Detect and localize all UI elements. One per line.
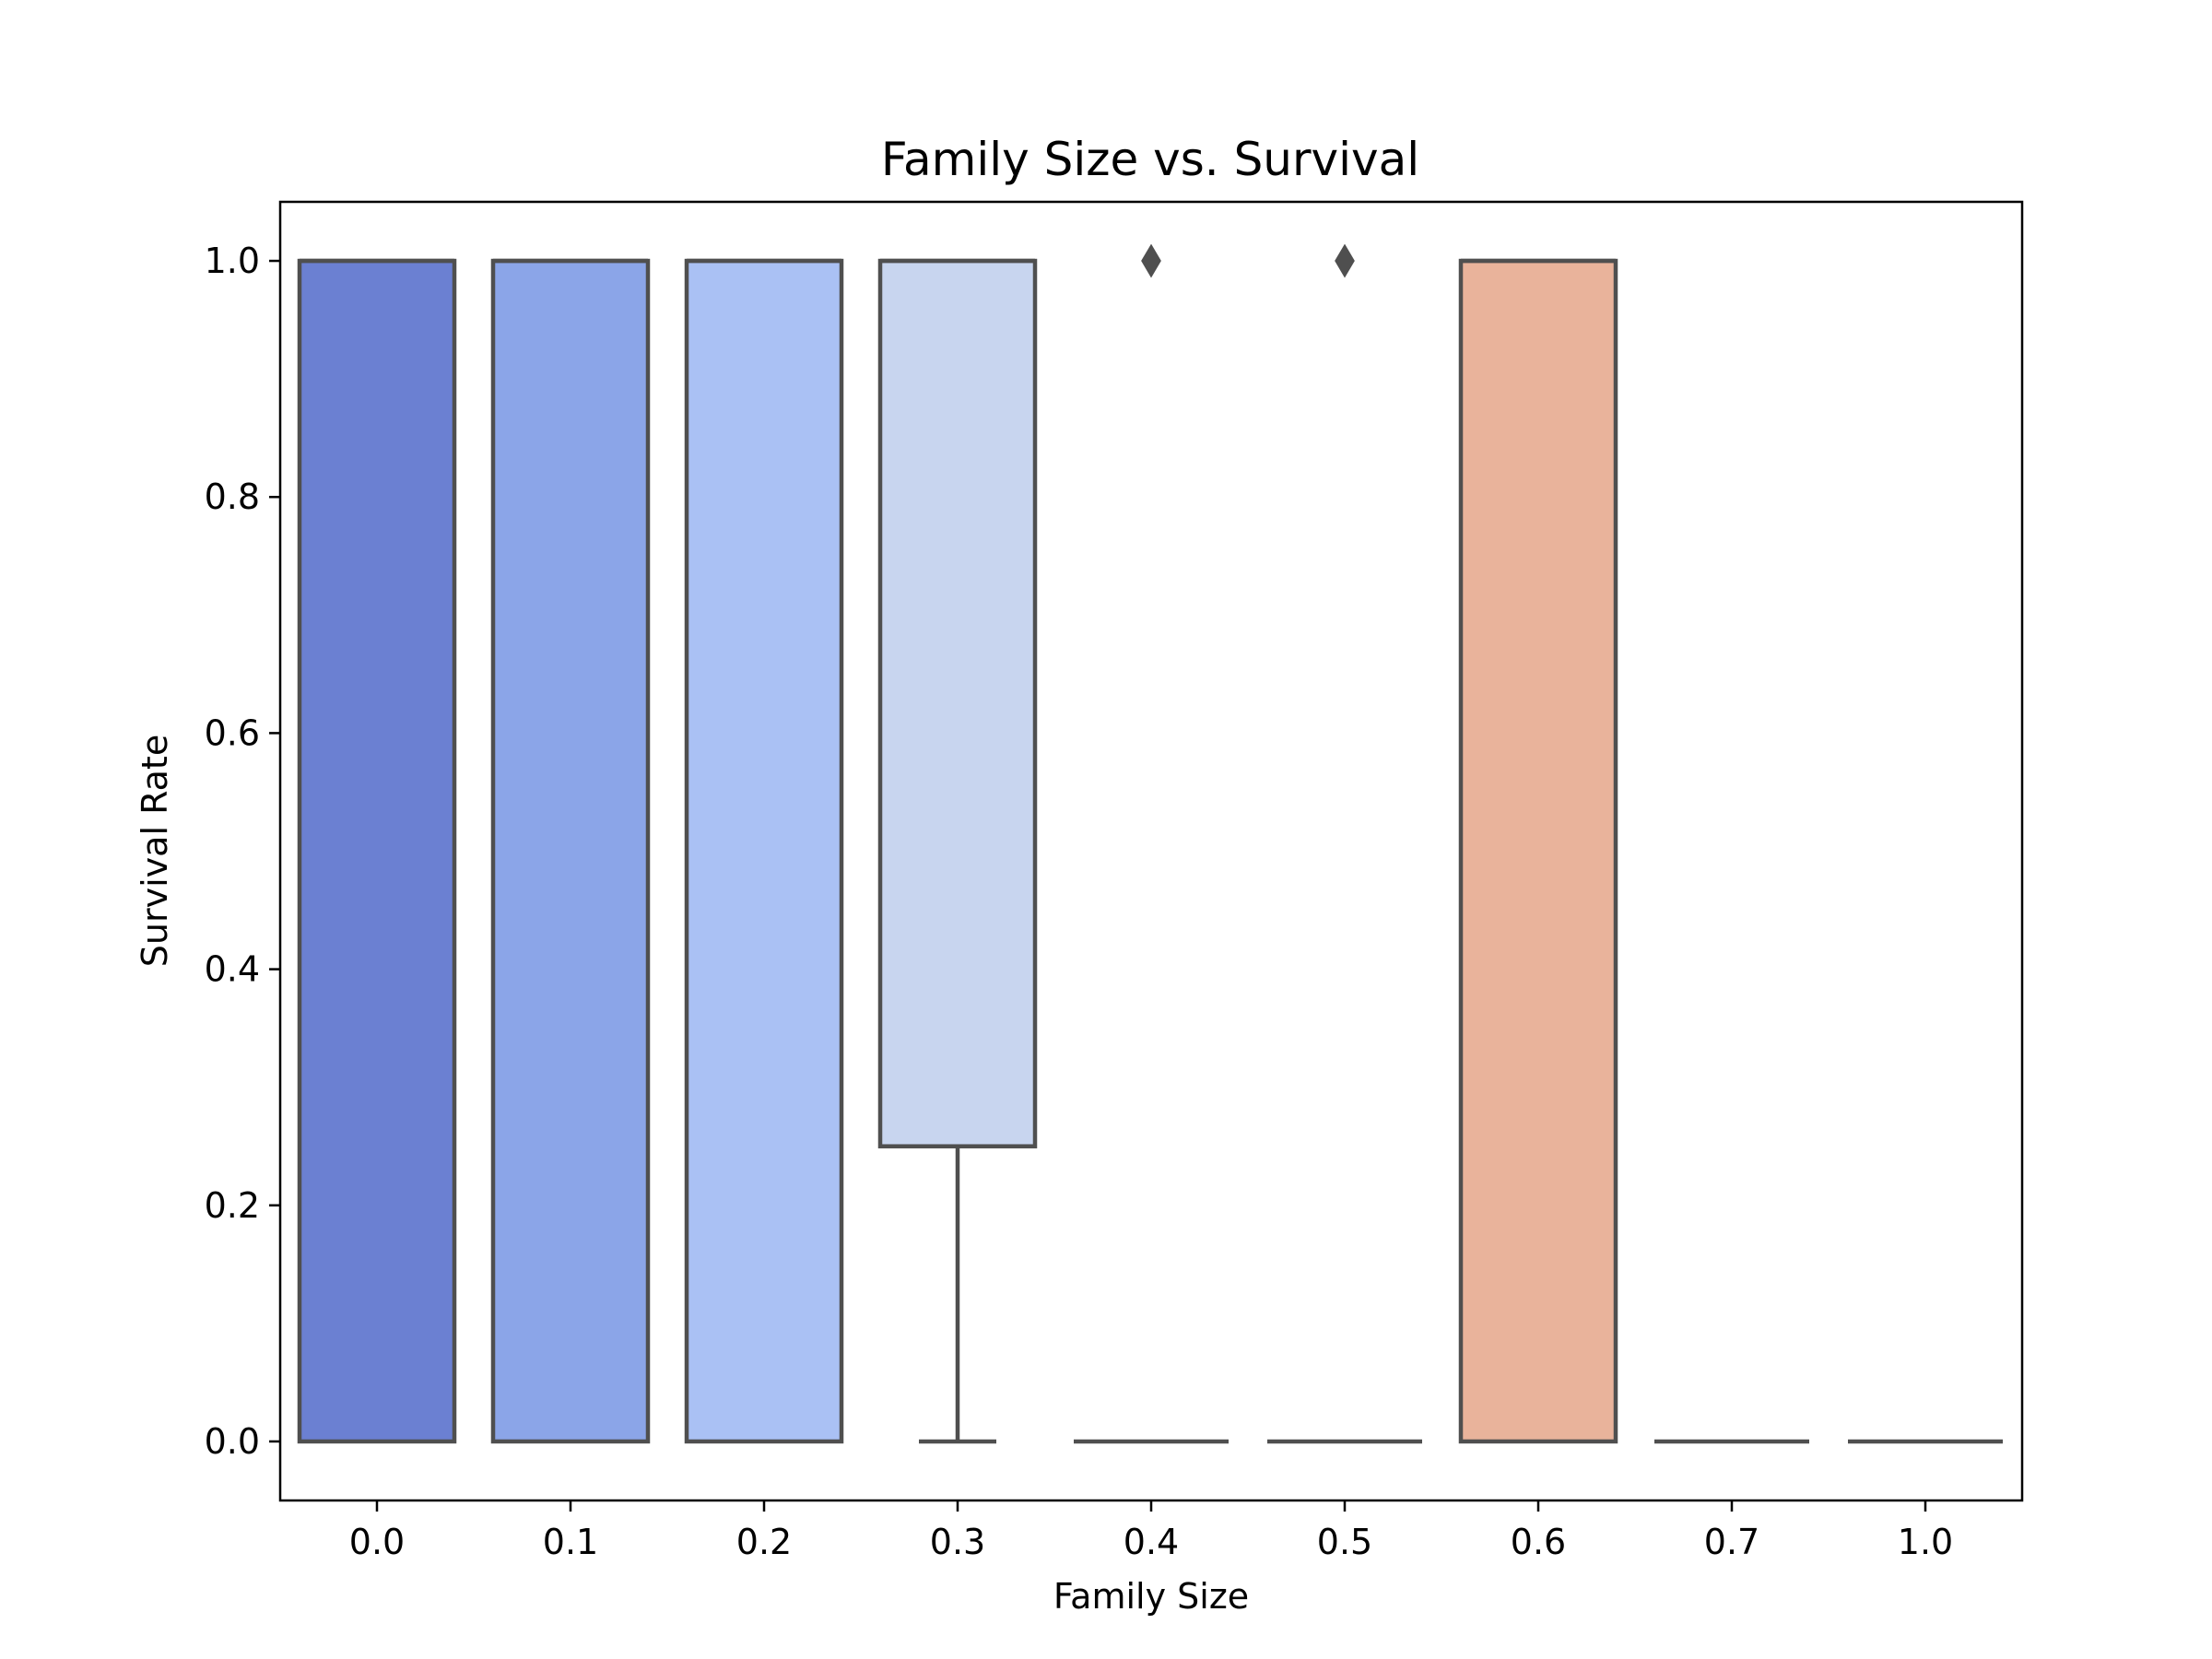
y-axis-label: Survival Rate: [135, 735, 175, 967]
x-axis-label: Family Size: [1053, 1576, 1249, 1617]
box-group-0.0: [297, 258, 457, 1444]
box: [877, 258, 1038, 1148]
outlier-point: [1141, 243, 1161, 278]
outlier-point: [1335, 243, 1355, 278]
x-tick-label: 0.0: [349, 1522, 405, 1562]
x-tick-label: 0.6: [1511, 1522, 1566, 1562]
y-tick-label: 0.2: [205, 1185, 260, 1226]
x-tick-label: 0.5: [1317, 1522, 1372, 1562]
box-group-0.4: [1074, 243, 1229, 1444]
box-group-0.1: [490, 258, 651, 1444]
box: [490, 258, 651, 1444]
y-tick-label: 0.6: [205, 712, 260, 753]
y-axis: 0.0 0.2 0.4 0.6 0.8 1.0: [205, 241, 280, 1462]
y-tick-label: 0.0: [205, 1421, 260, 1462]
x-tick-label: 0.2: [736, 1522, 792, 1562]
x-tick-label: 0.7: [1704, 1522, 1759, 1562]
box-group-0.2: [684, 258, 844, 1444]
y-tick-label: 1.0: [205, 241, 260, 281]
x-axis: 0.0 0.1 0.2 0.3 0.4 0.5 0.6 0.7 1.0: [349, 1500, 1953, 1562]
box: [1458, 258, 1618, 1444]
x-tick-label: 0.4: [1124, 1522, 1179, 1562]
box: [684, 258, 844, 1444]
plot-frame: [278, 200, 2024, 1502]
box-group-0.6: [1458, 258, 1618, 1444]
x-tick-label: 0.3: [930, 1522, 985, 1562]
x-tick-label: 1.0: [1898, 1522, 1953, 1562]
box: [297, 258, 457, 1444]
box-group-0.5: [1267, 243, 1422, 1444]
y-tick-label: 0.8: [205, 477, 260, 517]
chart-title: Family Size vs. Survival: [881, 133, 1419, 186]
x-tick-label: 0.1: [543, 1522, 598, 1562]
plot-area: [297, 243, 2003, 1444]
y-tick-label: 0.4: [205, 949, 260, 990]
box-group-0.3: [877, 258, 1038, 1444]
